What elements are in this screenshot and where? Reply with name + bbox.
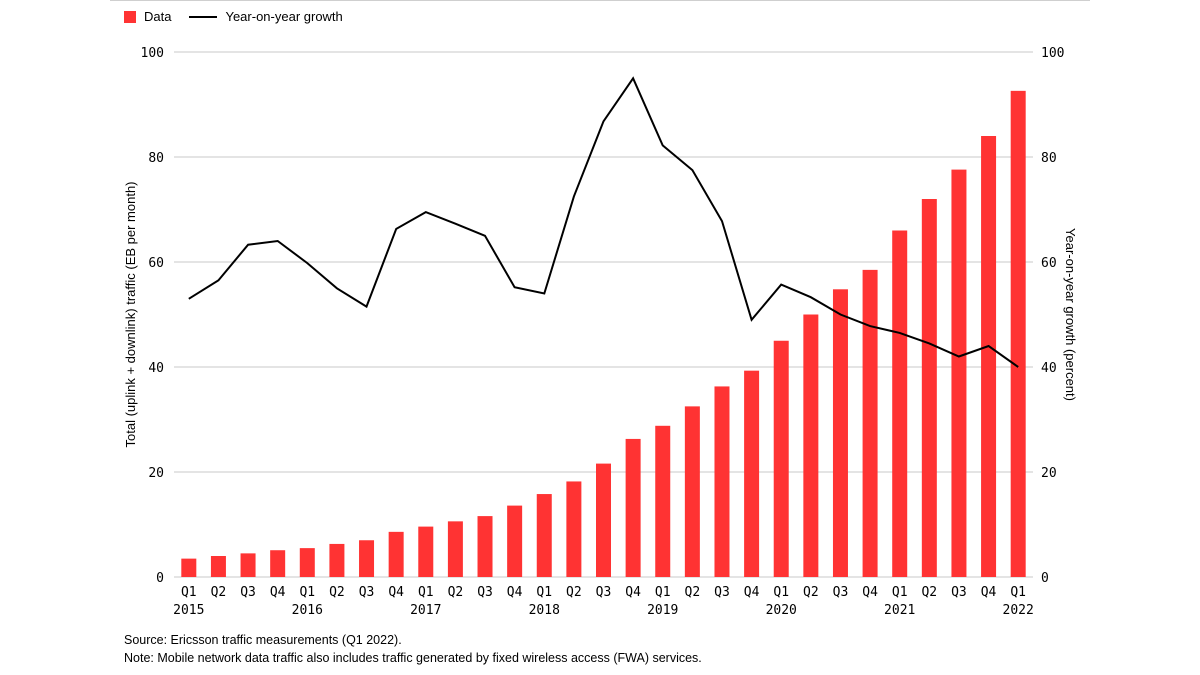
x-tick-label: Q3: [596, 585, 612, 600]
x-tick-label: Q1: [181, 585, 197, 600]
x-tick-label: Q3: [359, 585, 375, 600]
year-label: 2015: [173, 603, 204, 618]
fwa-note: Note: Mobile network data traffic also i…: [124, 651, 702, 665]
source-note: Source: Ericsson traffic measurements (Q…: [124, 633, 402, 647]
bar: [181, 558, 197, 577]
legend-data-swatch: [124, 10, 136, 23]
y-tick-label: 40: [148, 361, 164, 376]
year-label: 2018: [529, 603, 560, 618]
bar: [210, 556, 226, 577]
year-label: 2017: [410, 603, 441, 618]
x-tick-label: Q4: [270, 585, 286, 600]
growth-line: [188, 76, 1019, 368]
bar: [921, 199, 937, 577]
x-tick-label: Q2: [921, 585, 937, 600]
bar: [388, 531, 404, 577]
bar: [951, 169, 967, 577]
x-tick-label: Q3: [833, 585, 849, 600]
x-tick-label: Q3: [714, 585, 730, 600]
bar: [981, 136, 997, 577]
x-tick-label: Q1: [1010, 585, 1026, 600]
year-label: 2021: [884, 603, 915, 618]
y-tick-label: 0: [156, 571, 164, 586]
x-tick-label: Q2: [566, 585, 582, 600]
bar: [892, 230, 908, 577]
chart-footer: Source: Ericsson traffic measurements (Q…: [124, 631, 702, 667]
x-tick-label: Q3: [240, 585, 256, 600]
x-tick-label: Q1: [892, 585, 908, 600]
year-label: 2022: [1003, 603, 1034, 618]
y2-tick-label: 100: [1041, 46, 1064, 61]
x-tick-label: Q2: [803, 585, 819, 600]
bar: [418, 526, 434, 577]
x-tick-label: Q3: [477, 585, 493, 600]
bar: [773, 340, 789, 577]
y2-tick-label: 80: [1041, 151, 1057, 166]
top-rule: [110, 0, 1090, 1]
x-tick-label: Q4: [744, 585, 760, 600]
bar: [507, 505, 523, 577]
x-tick-label: Q4: [388, 585, 404, 600]
bar: [655, 425, 671, 577]
bar: [684, 406, 700, 577]
x-tick-label: Q4: [507, 585, 523, 600]
legend-data-label: Data: [144, 9, 172, 24]
y-tick-label: 80: [148, 151, 164, 166]
chart-legend: Data Year-on-year growth: [124, 9, 361, 24]
bar: [1010, 90, 1026, 577]
y-tick-label: 100: [141, 46, 164, 61]
bar: [536, 494, 552, 577]
x-tick-label: Q1: [299, 585, 315, 600]
x-tick-label: Q3: [951, 585, 967, 600]
y-tick-label: 60: [148, 256, 164, 271]
bar: [477, 516, 493, 577]
bar: [329, 543, 345, 577]
y2-tick-label: 20: [1041, 466, 1057, 481]
bar: [862, 269, 878, 577]
bar: [744, 370, 760, 577]
x-tick-label: Q2: [685, 585, 701, 600]
x-tick-label: Q1: [773, 585, 789, 600]
x-tick-label: Q1: [418, 585, 434, 600]
x-tick-label: Q1: [655, 585, 671, 600]
x-tick-label: Q2: [211, 585, 227, 600]
bar: [270, 550, 286, 577]
legend-growth-line: [189, 15, 218, 18]
bar: [625, 438, 641, 577]
bar: [566, 481, 582, 577]
bar: [299, 548, 315, 577]
y2-tick-label: 60: [1041, 256, 1057, 271]
bar: [832, 289, 848, 577]
x-tick-label: Q4: [862, 585, 878, 600]
legend-growth-label: Year-on-year growth: [225, 9, 343, 24]
bar: [803, 314, 819, 577]
traffic-chart: 0 20 40 60 80 100 0 20 40 60 80 100 Q1 Q2 Q3 Q4 Q1 Q2 Q3 Q4…: [123, 46, 1078, 618]
bar: [596, 463, 611, 577]
year-label: 2020: [766, 603, 797, 618]
x-tick-label: Q2: [329, 585, 345, 600]
x-tick-label: Q2: [448, 585, 464, 600]
x-tick-label: Q4: [981, 585, 997, 600]
x-tick-label: Q4: [625, 585, 641, 600]
bar: [240, 553, 256, 577]
year-label: 2016: [292, 603, 323, 618]
x-tick-label: Q1: [536, 585, 552, 600]
year-label: 2019: [647, 603, 678, 618]
legend-item-growth: Year-on-year growth: [189, 9, 343, 24]
y2-axis-title: Year-on-year growth (percent): [1063, 228, 1078, 401]
y2-tick-label: 0: [1041, 571, 1049, 586]
legend-item-data: Data: [124, 9, 171, 24]
bar: [447, 521, 463, 577]
bar: [359, 540, 375, 577]
y2-tick-label: 40: [1041, 361, 1057, 376]
y-tick-label: 20: [148, 466, 164, 481]
bar: [714, 386, 730, 577]
y-axis-title: Total (uplink + downlink) traffic (EB pe…: [123, 181, 138, 447]
